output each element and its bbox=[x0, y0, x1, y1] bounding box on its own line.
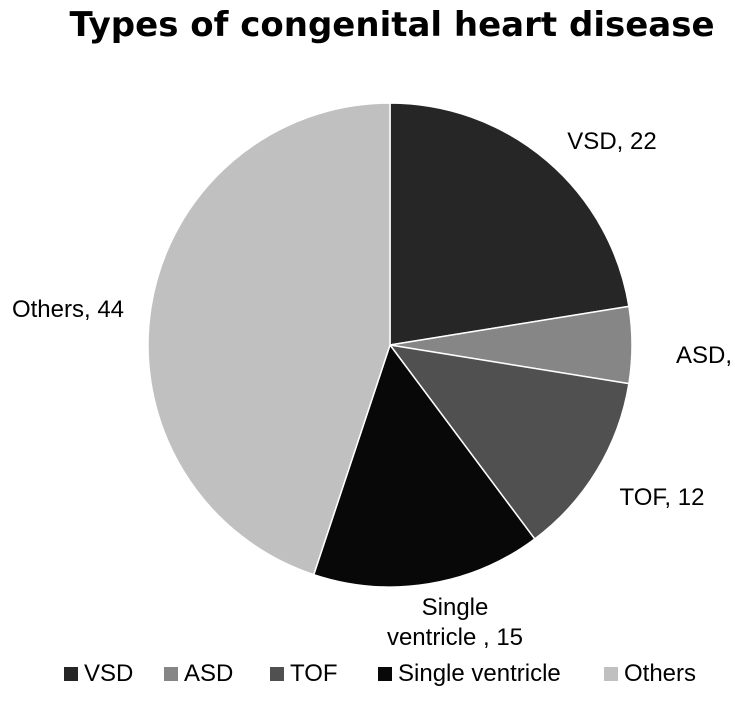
legend-label: TOF bbox=[290, 660, 338, 687]
pie-slice-vsd bbox=[389, 102, 630, 346]
legend-swatch bbox=[164, 667, 178, 681]
data-label-single-ventricle: Single ventricle , 15 bbox=[387, 594, 523, 651]
pie-slice-others bbox=[147, 102, 391, 576]
chart-legend: VSD ASD TOF Single ventricle Others bbox=[64, 660, 696, 687]
chart-title: Types of congenital heart disease bbox=[69, 5, 714, 45]
data-label-others: Others, 44 bbox=[12, 296, 124, 323]
legend-item-others: Others bbox=[604, 660, 696, 687]
legend-item-vsd: VSD bbox=[64, 660, 133, 687]
legend-label: Others bbox=[624, 660, 696, 687]
legend-item-tof: TOF bbox=[270, 660, 338, 687]
pie-slices bbox=[147, 102, 633, 588]
legend-swatch bbox=[64, 667, 78, 681]
legend-swatch bbox=[378, 667, 392, 681]
legend-item-single-ventricle: Single ventricle bbox=[378, 660, 561, 687]
pie-slice-tof bbox=[388, 343, 630, 540]
data-label-asd: ASD, 5 bbox=[676, 342, 735, 369]
legend-item-asd: ASD bbox=[164, 660, 233, 687]
pie-slice-single-ventricle bbox=[312, 343, 536, 588]
legend-label: Single ventricle bbox=[398, 660, 561, 687]
legend-swatch bbox=[604, 667, 618, 681]
data-label-vsd: VSD, 22 bbox=[567, 128, 656, 155]
legend-label: ASD bbox=[184, 660, 233, 687]
legend-swatch bbox=[270, 667, 284, 681]
legend-label: VSD bbox=[84, 660, 133, 687]
data-label-tof: TOF, 12 bbox=[620, 484, 705, 511]
